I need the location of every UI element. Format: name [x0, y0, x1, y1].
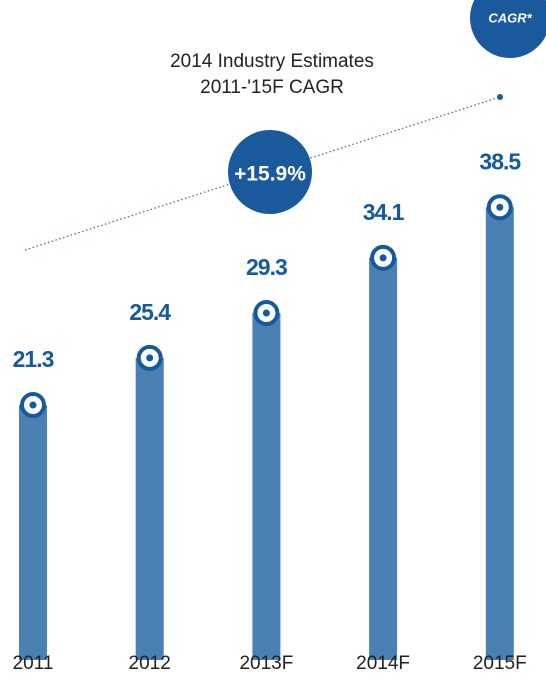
cagr-bubble	[470, 0, 546, 58]
x-tick-label: 2014F	[356, 653, 410, 674]
bar	[369, 257, 398, 660]
bar	[485, 207, 514, 660]
bar	[252, 313, 281, 660]
bar-cap-dot	[496, 203, 504, 211]
annotation: +15.9%	[234, 163, 306, 186]
bar	[135, 357, 164, 660]
bar	[19, 405, 47, 660]
chart-subtitle: 2011-'15F CAGR	[200, 77, 344, 98]
bar-cap-dot	[262, 309, 270, 317]
x-tick-label: 2013F	[239, 653, 293, 674]
x-tick-label: 2015F	[473, 653, 527, 674]
annotation: CAGR*	[488, 10, 532, 25]
trend-end	[497, 94, 503, 100]
value-label: 29.3	[246, 254, 287, 280]
growth-bubble	[228, 130, 312, 214]
value-label: 21.3	[13, 346, 54, 372]
chart-title: 2014 Industry Estimates	[170, 51, 374, 72]
bar-cap-dot	[379, 254, 387, 262]
x-tick-label: 2012	[129, 653, 171, 674]
bar-cap-dot	[146, 354, 154, 362]
bar-cap-dot	[29, 401, 37, 409]
value-label: 25.4	[129, 299, 171, 325]
value-label: 38.5	[479, 148, 521, 174]
x-tick-label: 2011	[13, 653, 54, 674]
value-label: 34.1	[363, 199, 405, 225]
